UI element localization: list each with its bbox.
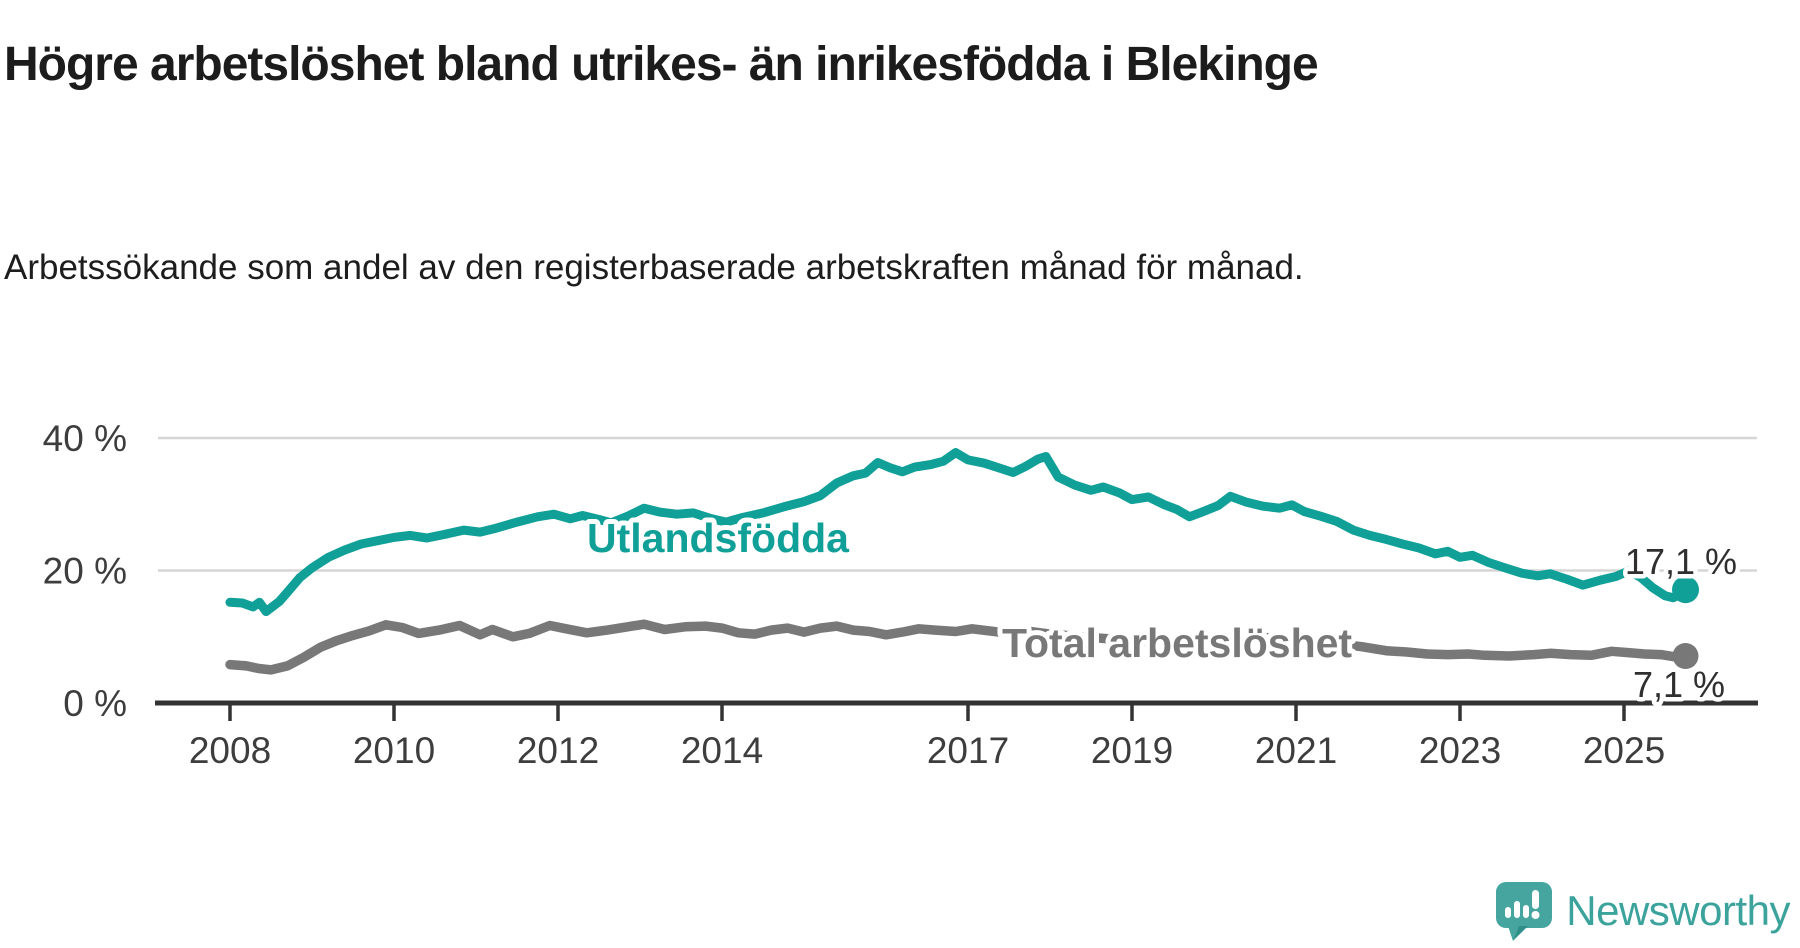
x-axis-ticks: 2008 2010 2012 2014 2017 2019 2021 2023 2025 (189, 705, 1665, 771)
x-tick-label-2008: 2008 (189, 730, 271, 771)
end-value-label-total-arbetsloshet: 7,1 % (1633, 664, 1725, 705)
gridlines (158, 436, 1757, 572)
newsworthy-logo: Newsworthy (1494, 880, 1790, 942)
x-tick-label-2023: 2023 (1419, 730, 1501, 771)
chart-subtitle: Arbetssökande som andel av den registerb… (4, 248, 1304, 287)
y-tick-label-40: 40 % (43, 418, 127, 459)
x-axis: 2008 2010 2012 2014 2017 2019 2021 2023 2025 (155, 700, 1758, 771)
x-tick-label-2012: 2012 (517, 730, 599, 771)
line-utlandsfodda (225, 448, 1690, 617)
newsworthy-speech-bubble-chart-icon (1496, 882, 1553, 941)
series-label-utlandsfodda: Utlandsfödda (587, 515, 850, 561)
x-tick-label-2025: 2025 (1583, 730, 1665, 771)
x-tick-label-2017: 2017 (927, 730, 1009, 771)
series-label-total-arbetsloshet: Total arbetslöshet (1002, 620, 1352, 666)
x-tick-label-2021: 2021 (1255, 730, 1337, 771)
y-tick-label-0: 0 % (63, 683, 127, 724)
line-total-arbetsloshet (225, 619, 1691, 675)
newsworthy-logo-text: Newsworthy (1566, 887, 1790, 934)
end-dot-utlandsfodda (1672, 576, 1699, 604)
x-tick-label-2014: 2014 (681, 730, 763, 771)
y-tick-label-20: 20 % (43, 551, 127, 592)
page-title: Högre arbetslöshet bland utrikes- än inr… (4, 38, 1319, 92)
series-lines (225, 448, 1699, 675)
x-tick-label-2019: 2019 (1091, 730, 1173, 771)
end-value-label-utlandsfodda: 17,1 % (1625, 541, 1737, 582)
x-tick-label-2010: 2010 (353, 730, 435, 771)
y-axis-labels: 0 % 20 % 40 % (43, 418, 127, 724)
end-dot-total-arbetsloshet (1672, 643, 1699, 669)
